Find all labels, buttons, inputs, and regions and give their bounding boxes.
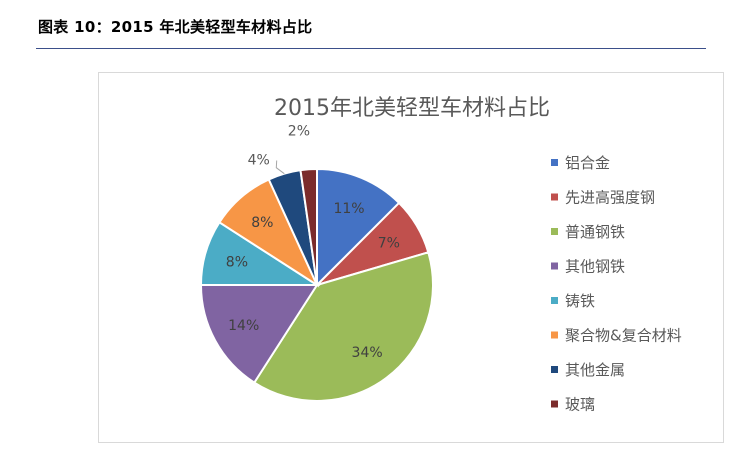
chart-title: 2015年北美轻型车材料占比	[274, 96, 550, 121]
slice-data-label: 34%	[352, 345, 383, 361]
legend-label: 聚合物&复合材料	[565, 327, 682, 345]
pie-slice	[252, 251, 434, 402]
pie-slices	[199, 167, 434, 402]
legend-label: 普通钢铁	[565, 223, 625, 241]
legend-label: 其他钢铁	[565, 258, 625, 276]
slice-data-label: 4%	[248, 153, 270, 169]
legend-label: 铝合金	[565, 154, 610, 172]
caption-divider	[36, 48, 706, 49]
slice-data-label: 7%	[378, 235, 400, 251]
pie-slice	[299, 167, 318, 286]
legend-swatch	[551, 366, 558, 373]
pie-chart: 2015年北美轻型车材料占比 11% 7% 34% 14% 8% 8% 4% 2% 铝合金先进…	[199, 96, 682, 414]
legend-swatch	[551, 331, 558, 339]
slice-data-label: 8%	[226, 255, 248, 271]
slice-data-label: 2%	[288, 123, 310, 139]
legend-swatch	[551, 400, 558, 408]
leader-line	[275, 160, 285, 175]
legend-swatch	[551, 228, 558, 235]
legend-label: 玻璃	[565, 396, 595, 414]
legend-label: 先进高强度钢	[565, 189, 655, 207]
slice-data-label: 14%	[228, 318, 259, 334]
slice-data-label: 8%	[251, 215, 273, 231]
legend-label: 铸铁	[565, 292, 595, 310]
chart-frame: 2015年北美轻型车材料占比 11% 7% 34% 14% 8% 8% 4% 2% 铝合金先进…	[98, 72, 724, 443]
slice-data-label: 11%	[333, 201, 364, 217]
legend-swatch	[551, 297, 558, 304]
pie-slice	[199, 284, 319, 384]
legend-swatch	[551, 193, 558, 201]
legend-swatch	[551, 262, 558, 270]
figure-caption: 图表 10：2015 年北美轻型车材料占比	[38, 18, 313, 36]
pie-data-labels: 11% 7% 34% 14% 8% 8% 4% 2%	[226, 123, 400, 361]
legend-label: 其他金属	[565, 361, 625, 379]
pie-slice	[316, 167, 401, 288]
legend-swatch	[551, 159, 558, 166]
